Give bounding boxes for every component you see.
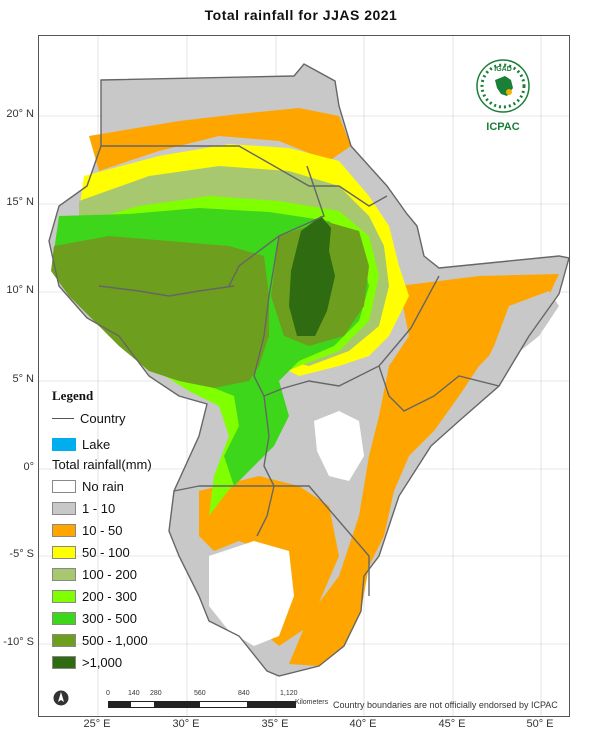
scale-tick-1: 140 — [128, 690, 140, 697]
lat-label-5n: 5° N — [12, 373, 34, 385]
lon-label-45e: 45° E — [438, 718, 466, 730]
lon-label-30e: 30° E — [172, 718, 200, 730]
legend-class-row: 100 - 200 — [52, 563, 202, 585]
scale-tick-5: 1,120 — [280, 690, 298, 697]
zone-10-50-south — [199, 476, 339, 646]
legend-class-label: 500 - 1,000 — [82, 632, 148, 648]
zone-1-10-somalia — [479, 291, 559, 381]
lat-label-15n: 15° N — [6, 196, 34, 208]
scale-bar-segments — [108, 701, 296, 708]
scale-bar-unit: Kilometers — [295, 699, 329, 706]
map-legend: Legend Country Lake Total rainfall(mm) N… — [52, 388, 202, 673]
legend-class-row: 300 - 500 — [52, 607, 202, 629]
legend-class-label: 100 - 200 — [82, 566, 137, 582]
legend-title: Legend — [52, 388, 94, 403]
scale-tick-3: 560 — [194, 690, 206, 697]
legend-class-swatch — [52, 589, 76, 603]
lon-label-50e: 50° E — [526, 718, 554, 730]
legend-classes: No rain 1 - 10 10 - 50 50 - 100 100 - 200 200… — [52, 475, 202, 673]
legend-class-row: No rain — [52, 475, 202, 497]
zone-10-50-east — [289, 274, 559, 666]
legend-class-label: 300 - 500 — [82, 610, 137, 626]
icpac-label: ICPAC — [486, 121, 520, 133]
legend-class-swatch — [52, 545, 76, 559]
zone-500-1000 — [51, 236, 269, 388]
igad-seal-icon: IGAD — [476, 59, 530, 113]
zone-10-50-north — [89, 108, 351, 171]
legend-class-label: 10 - 50 — [82, 522, 123, 538]
legend-class-swatch — [52, 633, 76, 647]
legend-class-swatch — [52, 567, 76, 581]
lat-label-5s: -5° S — [9, 548, 34, 560]
legend-class-row: >1,000 — [52, 651, 202, 673]
lake-swatch — [52, 437, 76, 451]
lat-label-10s: -10° S — [3, 636, 34, 648]
legend-class-swatch — [52, 655, 76, 669]
map-title: Total rainfall for JJAS 2021 — [204, 7, 398, 23]
rainfall-map — [39, 36, 569, 716]
legend-class-label: 50 - 100 — [82, 544, 130, 560]
scale-bar: 0 140 280 560 840 1,120 Kilometers — [102, 690, 332, 710]
legend-class-swatch — [52, 479, 76, 493]
lat-label-0: 0° — [23, 461, 34, 473]
igad-logo: IGAD ICPAC — [466, 58, 540, 133]
svg-text:IGAD: IGAD — [494, 66, 512, 73]
legend-class-row: 50 - 100 — [52, 541, 202, 563]
north-arrow-icon — [53, 690, 69, 706]
legend-country: Country — [52, 407, 202, 429]
legend-class-swatch — [52, 611, 76, 625]
scale-bar-ticks: 0 140 280 560 840 1,120 — [102, 690, 332, 700]
legend-class-row: 1 - 10 — [52, 497, 202, 519]
legend-class-row: 200 - 300 — [52, 585, 202, 607]
lon-label-25e: 25° E — [83, 718, 111, 730]
map-frame — [38, 35, 570, 717]
legend-class-label: 1 - 10 — [82, 500, 116, 516]
scale-tick-4: 840 — [238, 690, 250, 697]
legend-lake-label: Lake — [82, 436, 111, 452]
zone-no-rain-kenya — [314, 411, 364, 481]
legend-country-label: Country — [80, 410, 126, 426]
scale-tick-2: 280 — [150, 690, 162, 697]
zone-1-10-north — [101, 64, 339, 131]
lon-label-35e: 35° E — [261, 718, 289, 730]
legend-class-label: No rain — [82, 478, 124, 494]
zone-over-1000 — [289, 216, 335, 336]
country-boundaries — [48, 63, 569, 677]
legend-lake: Lake — [52, 433, 202, 455]
lon-label-40e: 40° E — [349, 718, 377, 730]
lat-label-10n: 10° N — [6, 284, 34, 296]
lat-label-20n: 20° N — [6, 108, 34, 120]
legend-class-label: 200 - 300 — [82, 588, 137, 604]
legend-rainfall-title: Total rainfall(mm) — [52, 457, 152, 472]
legend-class-row: 10 - 50 — [52, 519, 202, 541]
legend-class-row: 500 - 1,000 — [52, 629, 202, 651]
zone-no-rain-south — [209, 541, 294, 646]
scale-tick-0: 0 — [106, 690, 110, 697]
legend-class-swatch — [52, 501, 76, 515]
boundary-disclaimer: Country boundaries are not officially en… — [333, 700, 558, 710]
legend-class-label: >1,000 — [82, 654, 123, 670]
legend-class-swatch — [52, 523, 76, 537]
country-line-symbol — [52, 417, 74, 419]
